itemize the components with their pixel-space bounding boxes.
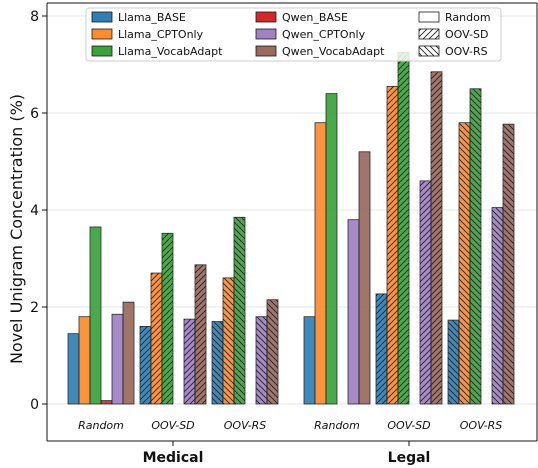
- y-axis-label: Novel Unigram Concentration (%): [7, 94, 26, 364]
- bar: [122, 301, 135, 405]
- y-tick-label: 8: [30, 9, 39, 25]
- bar-hatch: [195, 264, 206, 404]
- group-label: Random: [314, 419, 360, 432]
- legend-label: Llama_BASE: [118, 11, 186, 24]
- legend-swatch: [91, 11, 113, 23]
- legend-swatch: [255, 28, 277, 40]
- bar: [358, 151, 371, 405]
- group-label: OOV-RS: [224, 419, 266, 432]
- legend-swatch: [255, 11, 277, 23]
- legend-pattern-swatch: [418, 11, 440, 23]
- legend-pattern-swatch: [418, 45, 440, 57]
- bar: [347, 219, 360, 405]
- bar-hatch: [431, 71, 442, 405]
- legend-label: Llama_CPTOnly: [118, 28, 204, 41]
- legend-label: Qwen_BASE: [282, 11, 348, 24]
- bar-hatch: [459, 122, 470, 404]
- bar-hatch: [162, 233, 173, 404]
- legend-pattern-label: OOV-RS: [445, 45, 488, 58]
- legend-pattern-label: Random: [445, 11, 491, 24]
- bar-hatch: [223, 277, 234, 404]
- legend-label: Qwen_CPTOnly: [282, 28, 366, 41]
- group-label: Random: [78, 419, 124, 432]
- legend-label: Llama_VocabAdapt: [118, 45, 223, 58]
- y-tick-label: 2: [30, 300, 39, 316]
- y-tick-label: 0: [30, 397, 39, 413]
- bar: [100, 400, 113, 405]
- bar: [314, 122, 327, 405]
- bar-hatch: [151, 273, 162, 404]
- axes-layer: 0 2 4 6 8 Random OOV-SD OOV-RS Medical Random OOV-…: [30, 2, 538, 466]
- bar: [111, 313, 124, 405]
- legend-pattern-swatch: [418, 28, 440, 40]
- y-tick-label: 4: [30, 203, 39, 219]
- legend-pattern-label: OOV-SD: [445, 28, 488, 41]
- bar-hatch: [212, 321, 223, 404]
- bar-hatch: [387, 86, 398, 404]
- bar-hatch: [420, 180, 431, 404]
- legend: Llama_BASE Llama_CPTOnly Llama_VocabAdapt Q…: [85, 7, 502, 62]
- group-label: OOV-SD: [387, 419, 430, 432]
- bars-layer: [67, 51, 515, 405]
- bar: [67, 333, 80, 405]
- group-label: OOV-RS: [460, 419, 502, 432]
- group-label: OOV-SD: [151, 419, 194, 432]
- legend-swatch: [91, 28, 113, 40]
- bar-hatch: [184, 319, 195, 404]
- bar-hatch: [267, 299, 278, 404]
- bar: [303, 316, 316, 405]
- bar: [78, 316, 91, 405]
- bar-hatch: [140, 326, 151, 404]
- bar-hatch: [503, 124, 514, 404]
- bar-hatch: [234, 217, 245, 404]
- domain-label: Medical: [143, 450, 204, 466]
- legend-swatch: [255, 45, 277, 57]
- legend-swatch: [91, 45, 113, 57]
- bar-hatch: [448, 320, 459, 404]
- bar-hatch: [256, 316, 267, 404]
- legend-box: [85, 7, 502, 62]
- legend-label: Qwen_VocabAdapt: [282, 45, 385, 58]
- bar-hatch: [492, 207, 503, 404]
- bar-hatch: [470, 88, 481, 404]
- bar: [325, 93, 338, 405]
- y-tick-label: 6: [30, 106, 39, 122]
- bar-hatch: [376, 293, 387, 404]
- bar: [89, 226, 102, 405]
- bar-hatch: [398, 52, 409, 404]
- domain-label: Legal: [388, 450, 431, 466]
